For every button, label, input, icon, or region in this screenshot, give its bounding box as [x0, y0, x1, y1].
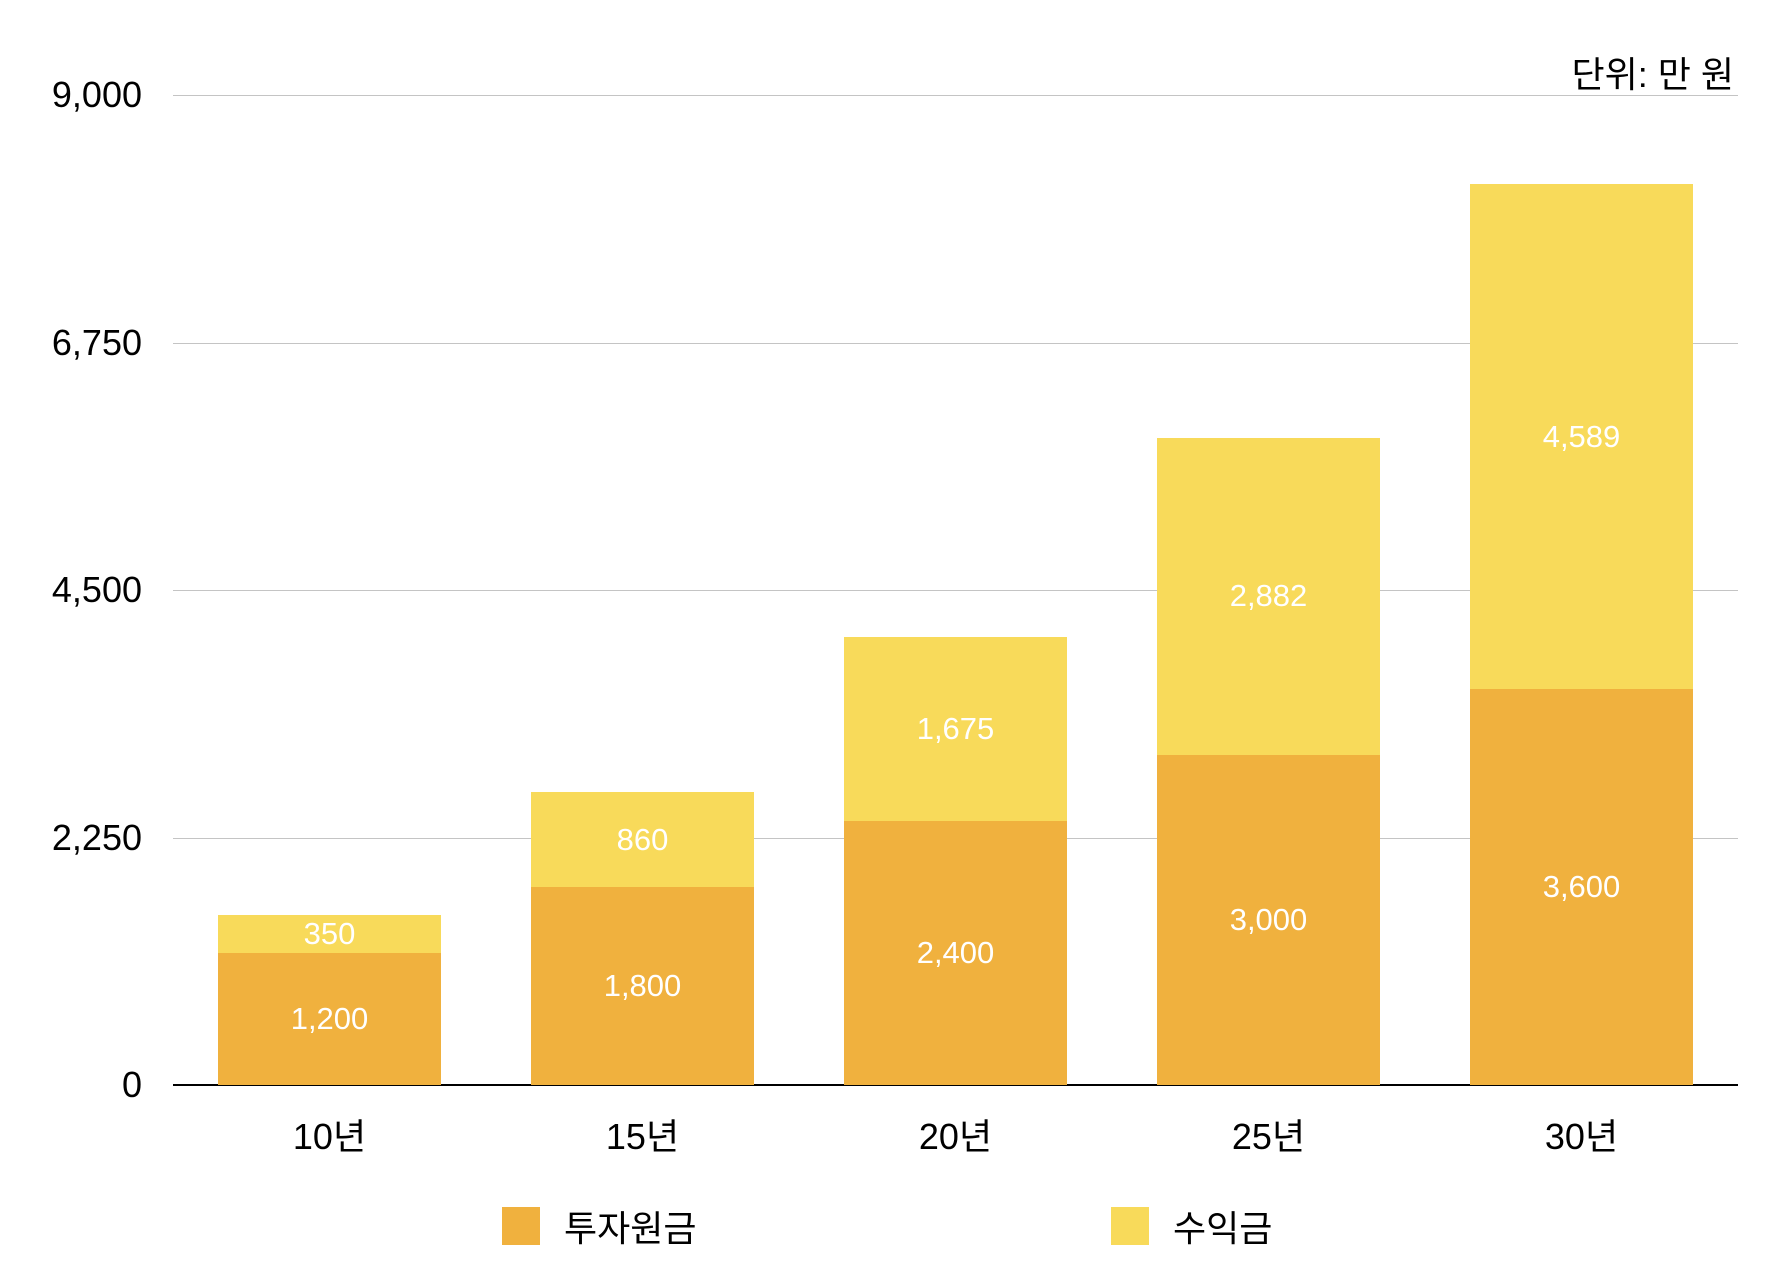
data-label: 1,800: [603, 968, 682, 1003]
data-label: 3,600: [1542, 869, 1621, 904]
legend-label-profit: 수익금: [1173, 1208, 1273, 1249]
data-label: 2,400: [916, 935, 995, 970]
x-axis-line: [173, 1084, 1738, 1086]
y-tick-label: 2,250: [51, 816, 142, 858]
x-tick-label: 10년: [292, 1116, 367, 1157]
y-tick-label: 4,500: [51, 569, 142, 610]
y-tick-label: 0: [121, 1064, 142, 1105]
legend-swatch-profit: [1111, 1207, 1149, 1245]
data-label: 1,675: [916, 710, 995, 746]
data-label: 3,000: [1229, 902, 1308, 937]
gridline: [173, 95, 1738, 96]
bar-segment-principal[interactable]: 3,600: [1470, 689, 1693, 1085]
legend-item-principal[interactable]: 투자원금: [502, 1200, 696, 1252]
legend-item-profit[interactable]: 수익금: [1111, 1200, 1272, 1252]
data-label: 2,882: [1229, 578, 1308, 614]
bar-segment-profit[interactable]: 860: [531, 792, 754, 887]
x-tick-label: 20년: [918, 1116, 993, 1157]
bar-segment-principal[interactable]: 1,200: [218, 953, 441, 1085]
bar-segment-profit[interactable]: 4,589: [1470, 184, 1693, 689]
x-tick-label: 25년: [1231, 1116, 1306, 1157]
data-label: 860: [616, 821, 669, 857]
gridline: [173, 590, 1738, 591]
y-tick-label: 9,000: [51, 74, 142, 115]
bar-segment-principal[interactable]: 1,800: [531, 887, 754, 1085]
data-label: 350: [303, 915, 356, 951]
legend-label-principal: 투자원금: [564, 1208, 697, 1249]
bar-segment-profit[interactable]: 350: [218, 914, 441, 953]
bar-segment-principal[interactable]: 2,400: [844, 821, 1067, 1085]
data-label: 4,589: [1542, 418, 1621, 454]
data-label: 1,200: [290, 1001, 369, 1036]
bar-segment-principal[interactable]: 3,000: [1157, 755, 1380, 1085]
x-tick-label: 15년: [605, 1116, 680, 1157]
bar-segment-profit[interactable]: 1,675: [844, 636, 1067, 821]
bar-segment-profit[interactable]: 2,882: [1157, 437, 1380, 755]
unit-label: 단위: 만 원: [1571, 54, 1735, 95]
y-tick-label: 6,750: [51, 321, 142, 363]
gridline: [173, 342, 1738, 344]
x-tick-label: 30년: [1544, 1116, 1619, 1157]
plot-area: 1,200 350 1,800 860 2,400 1,675 3,000 2,882 3,60…: [173, 95, 1738, 1086]
legend-swatch-principal: [502, 1207, 540, 1245]
